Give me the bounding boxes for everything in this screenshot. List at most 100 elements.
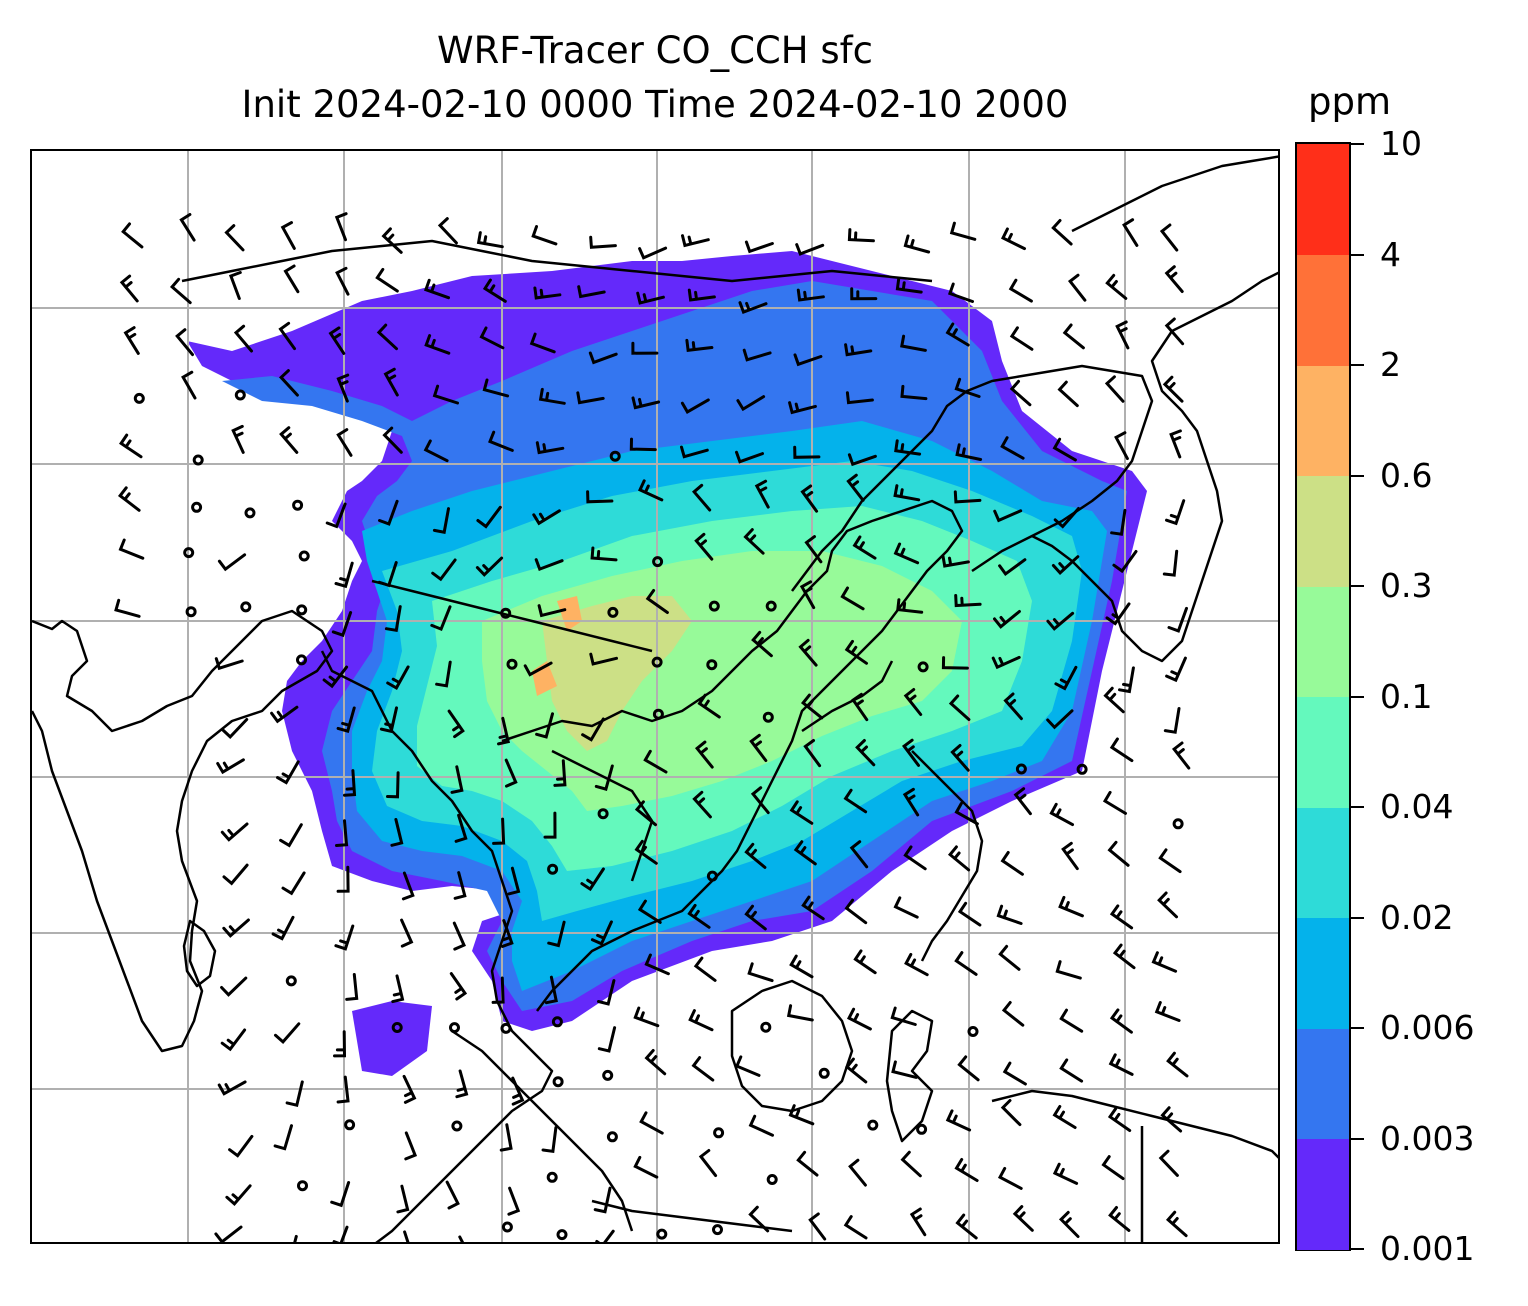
calm-wind-circle <box>191 501 203 513</box>
wind-barb <box>1165 499 1186 526</box>
wind-barb <box>1000 436 1025 460</box>
wind-barb <box>852 535 877 560</box>
wind-barb <box>735 450 764 464</box>
wind-barb <box>993 610 1021 629</box>
calm-wind-circle <box>556 1229 568 1241</box>
coastline-bay-east <box>320 650 554 1242</box>
wind-barb <box>843 788 868 814</box>
wind-barb <box>954 951 978 976</box>
wind-barb <box>595 1229 615 1242</box>
wind-barb <box>947 282 974 303</box>
wind-barb <box>450 765 464 794</box>
wind-barb <box>293 1234 298 1242</box>
colorbar-tick <box>1351 806 1364 808</box>
colorbar-tick-label: 0.6 <box>1380 455 1433 495</box>
wind-barb <box>401 871 415 901</box>
wind-barb <box>1160 1106 1183 1133</box>
wind-barb <box>998 558 1027 576</box>
wind-barb <box>576 391 605 405</box>
wind-barb <box>804 535 823 564</box>
calm-wind-circle <box>391 1022 403 1033</box>
wind-barb <box>222 863 249 886</box>
calm-wind-circle <box>765 600 777 612</box>
wind-barb <box>1054 665 1078 691</box>
wind-barb <box>532 509 561 526</box>
concentration-band <box>542 596 692 751</box>
calm-wind-circle <box>766 1174 778 1185</box>
wind-barb <box>954 377 981 398</box>
wind-barb <box>1118 666 1135 694</box>
colorbar-tick-label: 0.02 <box>1380 897 1454 937</box>
wind-barb <box>278 369 299 397</box>
wind-barb <box>590 920 613 946</box>
wind-barb <box>1052 1162 1079 1185</box>
wind-barb <box>492 817 506 845</box>
wind-barb <box>844 639 868 665</box>
map-canvas <box>32 151 1278 1242</box>
wind-barb <box>694 740 714 769</box>
wind-barb <box>788 401 817 415</box>
wind-barb <box>1057 380 1079 408</box>
wind-barb <box>432 384 459 405</box>
wind-barb <box>224 224 245 252</box>
wind-barb <box>744 904 767 931</box>
wind-barb <box>332 1225 349 1242</box>
wind-barb <box>903 845 927 871</box>
wind-barb <box>285 1080 304 1108</box>
wind-barb <box>1162 375 1184 403</box>
wind-barb <box>402 1074 417 1104</box>
calm-wind-circle <box>762 711 774 723</box>
wind-barb <box>504 758 518 788</box>
calm-wind-circle <box>297 1180 308 1192</box>
wind-barb <box>738 301 768 315</box>
wind-barb <box>580 867 605 892</box>
wind-barb <box>894 439 922 456</box>
coastline-russia-north <box>1071 155 1278 233</box>
wind-barb <box>322 665 349 689</box>
wind-barb <box>1107 1107 1132 1132</box>
wind-barb <box>1055 960 1082 980</box>
wind-barb <box>900 384 928 401</box>
colorbar-tick <box>1351 916 1364 919</box>
wind-barb <box>1058 895 1084 918</box>
calm-wind-circle <box>656 1228 668 1240</box>
calm-wind-circle <box>652 556 664 568</box>
wind-barb <box>1167 606 1188 633</box>
wind-barb <box>902 787 920 817</box>
wind-barb <box>336 865 350 893</box>
wind-barb <box>949 221 977 241</box>
wind-barb <box>691 1056 715 1082</box>
calm-wind-circle <box>547 863 559 875</box>
wind-barb <box>687 288 716 302</box>
wind-barb <box>491 976 505 1004</box>
calm-wind-circle <box>500 1022 512 1034</box>
wind-barb <box>890 1006 917 1026</box>
wind-barb <box>893 484 921 502</box>
wind-barb <box>279 823 303 848</box>
wind-barb <box>345 973 359 1001</box>
colorbar-segment <box>1297 1028 1349 1139</box>
colorbar-tick <box>1351 253 1364 256</box>
wind-barb <box>848 1158 867 1187</box>
colorbar-tick-label: 0.001 <box>1380 1229 1475 1268</box>
wind-barb <box>553 759 567 787</box>
coastline-sri-lanka <box>182 919 217 988</box>
colorbar-segment <box>1297 144 1349 255</box>
calm-wind-circle <box>240 601 252 613</box>
colorbar-units: ppm <box>1308 80 1392 123</box>
wind-barb <box>1013 787 1032 816</box>
calm-wind-circle <box>706 870 718 882</box>
wind-barb <box>423 439 449 463</box>
wind-barb <box>220 822 249 842</box>
wind-barb <box>639 1111 664 1135</box>
wind-barb <box>432 507 450 534</box>
wind-barb <box>1059 1008 1084 1033</box>
wind-barb <box>581 717 605 742</box>
calm-wind-circle <box>501 1221 513 1233</box>
wind-barb <box>955 1213 978 1240</box>
coastline-sulawesi <box>885 1009 934 1143</box>
wind-barb <box>500 919 514 948</box>
wind-barb <box>788 1104 815 1126</box>
wind-barb <box>1049 802 1074 827</box>
wind-barb <box>1104 375 1125 403</box>
